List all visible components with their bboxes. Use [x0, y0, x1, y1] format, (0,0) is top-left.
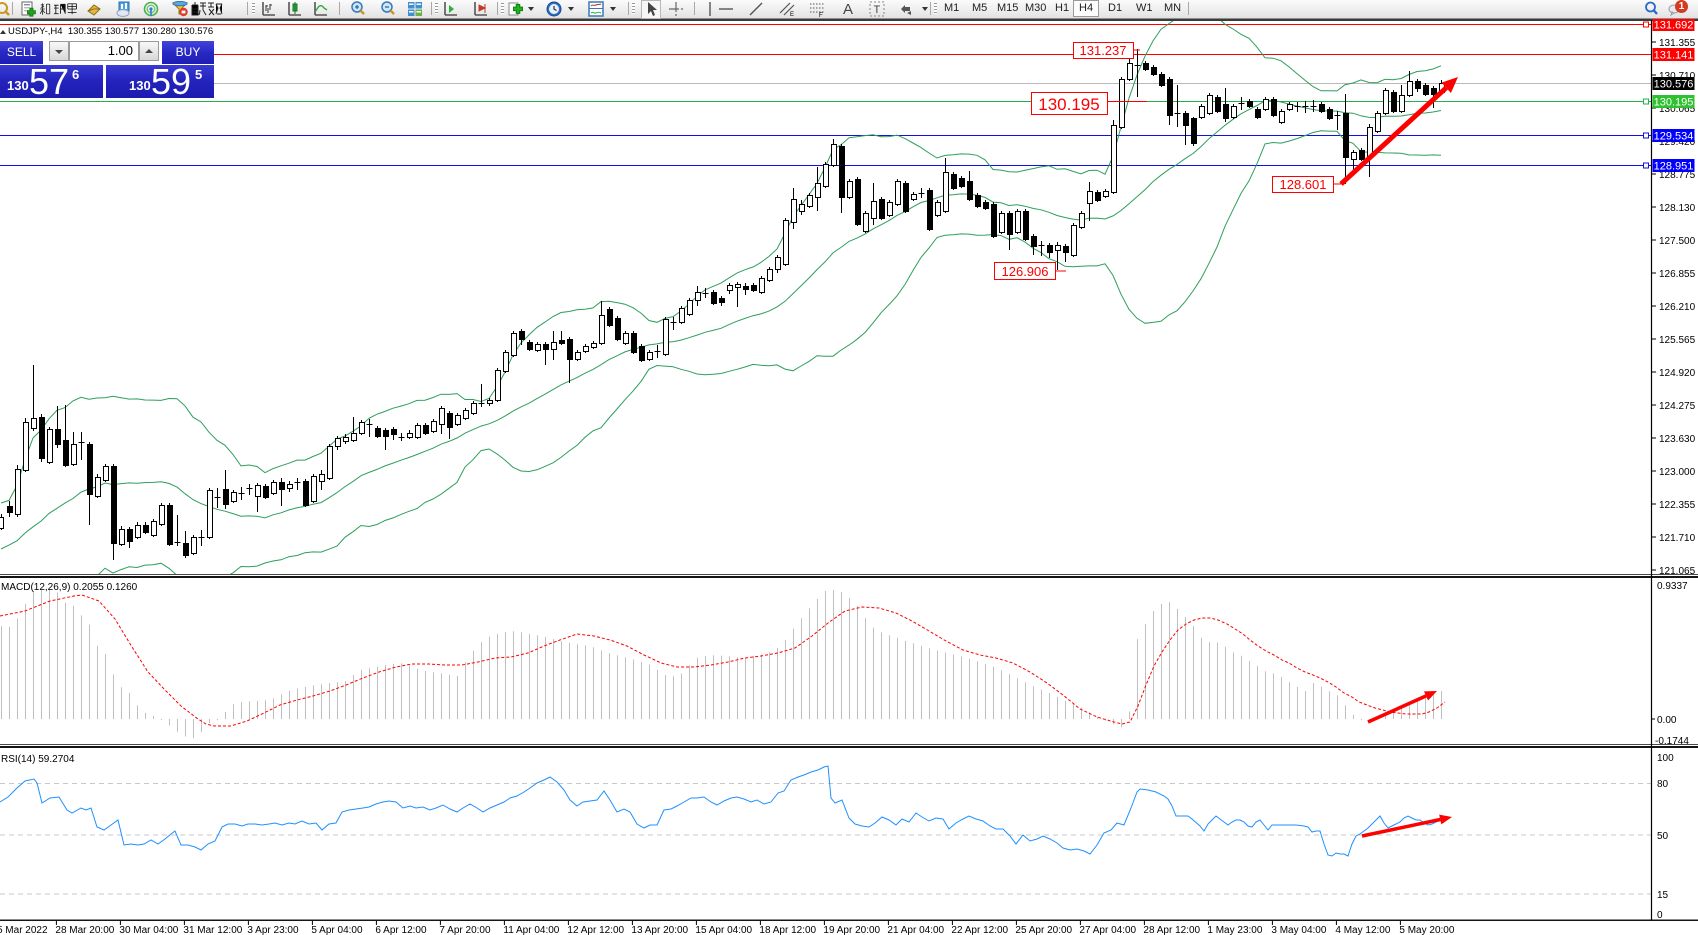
svg-text:131.237: 131.237: [1080, 43, 1127, 58]
svg-text:RSI(14) 59.2704: RSI(14) 59.2704: [1, 754, 75, 765]
svg-text:130.065: 130.065: [1659, 104, 1696, 115]
svg-text:131.355: 131.355: [1659, 38, 1696, 49]
svg-text:122.355: 122.355: [1659, 500, 1696, 511]
svg-text:11 Apr 04:00: 11 Apr 04:00: [503, 925, 559, 935]
svg-text:12 Apr 12:00: 12 Apr 12:00: [567, 925, 624, 935]
svg-text:124.920: 124.920: [1659, 368, 1696, 379]
svg-text:21 Apr 04:00: 21 Apr 04:00: [887, 925, 944, 935]
svg-text:0.00: 0.00: [1657, 715, 1677, 726]
svg-text:124.275: 124.275: [1659, 401, 1696, 412]
svg-text:22 Apr 12:00: 22 Apr 12:00: [951, 925, 1008, 935]
svg-text:128.601: 128.601: [1280, 177, 1327, 192]
svg-text:28 Mar 20:00: 28 Mar 20:00: [55, 925, 114, 935]
svg-text:126.210: 126.210: [1659, 302, 1696, 313]
svg-text:3 May 04:00: 3 May 04:00: [1271, 925, 1326, 935]
svg-text:E: E: [790, 12, 794, 17]
svg-text:123.000: 123.000: [1659, 467, 1696, 478]
svg-text:131.141: 131.141: [1654, 50, 1694, 62]
svg-text:126.855: 126.855: [1659, 269, 1696, 280]
svg-text:3 Apr 23:00: 3 Apr 23:00: [247, 925, 299, 935]
svg-text:15 Apr 04:00: 15 Apr 04:00: [695, 925, 752, 935]
svg-text:130.195: 130.195: [1038, 95, 1099, 114]
svg-text:50: 50: [1657, 831, 1669, 842]
svg-text:129.534: 129.534: [1654, 131, 1694, 143]
svg-text:19 Apr 20:00: 19 Apr 20:00: [823, 925, 880, 935]
svg-text:130.710: 130.710: [1659, 71, 1696, 82]
svg-text:6 Apr 12:00: 6 Apr 12:00: [375, 925, 427, 935]
svg-text:7 Apr 20:00: 7 Apr 20:00: [439, 925, 491, 935]
svg-text:-0.1744: -0.1744: [1655, 736, 1689, 747]
svg-text:13 Apr 20:00: 13 Apr 20:00: [631, 925, 688, 935]
svg-text:131.692: 131.692: [1654, 20, 1694, 32]
svg-text:1 May 23:00: 1 May 23:00: [1207, 925, 1262, 935]
svg-text:25 Mar 2022: 25 Mar 2022: [0, 925, 48, 935]
svg-text:27 Apr 04:00: 27 Apr 04:00: [1079, 925, 1136, 935]
svg-text:130.576: 130.576: [1654, 79, 1694, 91]
svg-text:128.130: 128.130: [1659, 203, 1696, 214]
svg-text:MACD(12,26,9) 0.2055 0.1260: MACD(12,26,9) 0.2055 0.1260: [1, 582, 138, 593]
svg-text:129.420: 129.420: [1659, 137, 1696, 148]
svg-text:121.710: 121.710: [1659, 533, 1696, 544]
svg-text:28 Apr 12:00: 28 Apr 12:00: [1143, 925, 1200, 935]
svg-text:31 Mar 12:00: 31 Mar 12:00: [183, 925, 242, 935]
svg-text:5 May 20:00: 5 May 20:00: [1399, 925, 1454, 935]
svg-text:4 May 12:00: 4 May 12:00: [1335, 925, 1390, 935]
svg-text:15: 15: [1657, 890, 1669, 901]
svg-text:5 Apr 04:00: 5 Apr 04:00: [311, 925, 363, 935]
svg-text:25 Apr 20:00: 25 Apr 20:00: [1015, 925, 1072, 935]
svg-text:128.951: 128.951: [1654, 161, 1694, 173]
svg-text:125.565: 125.565: [1659, 335, 1696, 346]
svg-text:0: 0: [1657, 910, 1663, 921]
svg-text:127.500: 127.500: [1659, 236, 1696, 247]
svg-text:F: F: [819, 13, 823, 17]
svg-text:128.775: 128.775: [1659, 170, 1696, 181]
svg-text:100: 100: [1657, 753, 1674, 764]
svg-text:130.195: 130.195: [1654, 97, 1694, 109]
svg-text:123.630: 123.630: [1659, 434, 1696, 445]
svg-text:126.906: 126.906: [1002, 264, 1049, 279]
svg-text:0.9337: 0.9337: [1657, 581, 1688, 592]
svg-text:18 Apr 12:00: 18 Apr 12:00: [759, 925, 816, 935]
svg-text:30 Mar 04:00: 30 Mar 04:00: [119, 925, 178, 935]
svg-text:T: T: [874, 4, 881, 16]
svg-text:121.065: 121.065: [1659, 566, 1696, 577]
svg-text:80: 80: [1657, 779, 1669, 790]
